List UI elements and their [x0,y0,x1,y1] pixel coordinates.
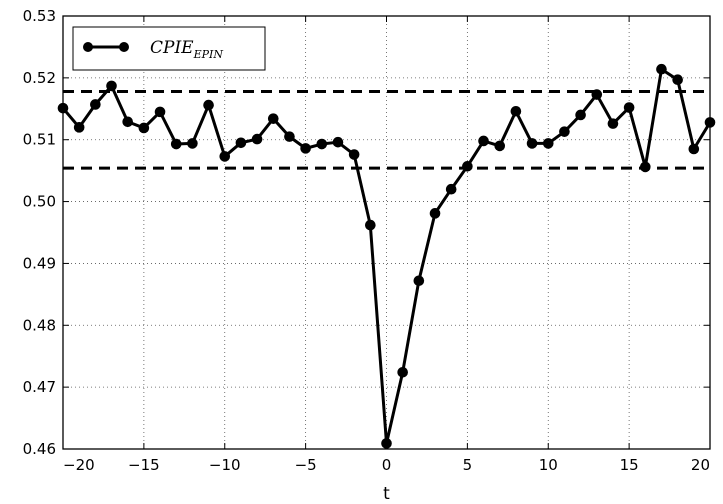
data-point [591,89,603,100]
y-tick-label: 0.46 [23,440,56,458]
data-point [623,102,635,113]
data-point [284,131,295,142]
grid-lines [63,16,710,449]
data-point [235,137,247,149]
y-tick-label: 0.50 [23,193,56,211]
data-point [640,161,651,173]
data-point [559,126,570,137]
x-axis-label: t [383,484,390,504]
data-point [170,138,182,150]
data-point [397,366,408,378]
legend-marker [119,42,129,52]
x-tick-label: −15 [128,456,160,474]
x-tick-label: 20 [691,456,710,474]
data-point [300,143,311,154]
data-point [138,122,150,134]
data-point [526,138,538,149]
data-point [510,105,522,117]
data-point [316,138,328,150]
data-point [688,143,700,155]
data-point [154,106,166,118]
data-point [542,138,554,149]
data-point [122,116,133,128]
data-point [365,219,376,231]
x-tick-label: 5 [463,456,473,474]
y-tick-label: 0.49 [23,254,56,272]
data-point [478,135,489,147]
data-point [672,74,683,86]
data-point [575,109,586,121]
data-point [90,99,101,110]
data-point [413,275,425,287]
x-tick-label: 10 [539,456,558,474]
legend: CPIEEPIN [72,26,266,71]
y-tick-label: 0.52 [23,69,56,87]
x-tick-label: 0 [382,456,392,474]
data-point [656,63,667,75]
data-point [267,113,279,124]
axis-ticks [62,15,711,450]
data-point [251,133,263,145]
data-point [445,183,457,195]
x-tick-label: −20 [63,456,95,474]
y-tick-label: 0.48 [23,316,56,334]
data-point [348,149,360,160]
x-tick-label: 15 [620,456,639,474]
data-point [332,136,344,148]
series-group [57,63,716,449]
legend-series-subscript: EPIN [193,48,224,61]
data-point [106,80,117,92]
legend-entry-label: CPIEEPIN [150,38,223,61]
y-tick-label: 0.53 [23,7,56,25]
x-tick-label: −5 [295,456,317,474]
x-tick-label: −10 [209,456,241,474]
y-tick-label: 0.47 [23,378,56,396]
data-point [219,151,231,162]
x-tick-labels: −20 −15 −10 −5 0 5 10 15 20 [63,456,710,474]
legend-series-name: CPIE [150,38,194,58]
data-point [429,208,441,219]
legend-marker [83,42,93,52]
y-tick-labels: 0.46 0.47 0.48 0.49 0.50 0.51 0.52 0.53 [23,7,56,458]
y-tick-label: 0.51 [23,131,56,149]
data-point [73,122,85,133]
data-point [607,118,619,129]
data-point [462,161,473,172]
data-point [203,99,214,111]
data-point [494,140,506,152]
data-point [187,138,198,149]
